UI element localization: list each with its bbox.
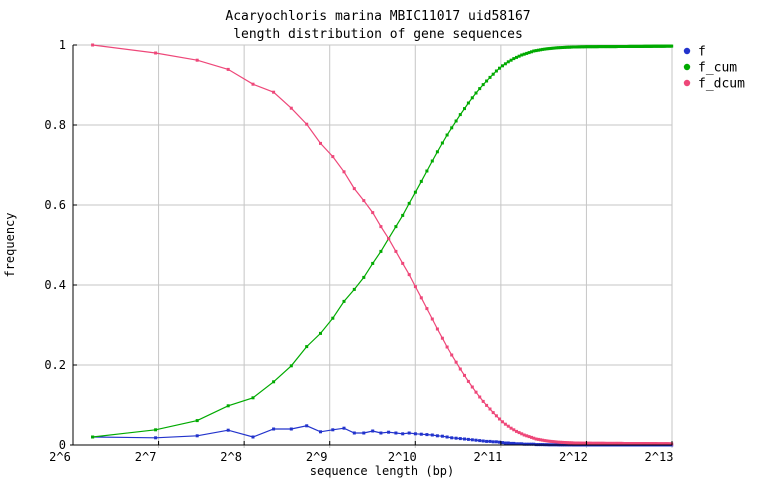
- y-tick-label: 0.2: [44, 358, 66, 372]
- legend: f f_cum f_dcum: [683, 45, 745, 92]
- x-tick-label: 2^10: [388, 450, 417, 464]
- legend-item-f-cum: f_cum: [683, 61, 737, 76]
- x-tick-label: 2^12: [559, 450, 588, 464]
- legend-label-f-cum: f_cum: [698, 61, 737, 76]
- x-axis-title: sequence length (bp): [310, 464, 455, 478]
- chart-title-line1: Acaryochloris marina MBIC11017 uid58167: [225, 9, 530, 24]
- x-tick-label: 2^13: [645, 450, 674, 464]
- y-tick-label: 0.4: [44, 278, 66, 292]
- y-tick-label: 1: [59, 38, 66, 52]
- y-axis-title: frequency: [3, 212, 17, 277]
- legend-label-f-dcum: f_dcum: [698, 77, 745, 92]
- f-marker-icon: [683, 47, 691, 55]
- data-series: [91, 43, 674, 447]
- gridlines: [73, 44, 673, 448]
- y-tick-label: 0.6: [44, 198, 66, 212]
- legend-item-f-dcum: f_dcum: [683, 77, 745, 92]
- x-tick-label: 2^11: [473, 450, 502, 464]
- series-line-f_dcum: [92, 44, 672, 445]
- x-tick-label: 2^8: [220, 450, 242, 464]
- series-line-f_cum: [92, 45, 672, 438]
- series-markers-f_cum: [91, 44, 674, 439]
- y-tick-label: 0: [59, 438, 66, 452]
- f-dcum-marker-icon: [683, 79, 691, 87]
- legend-item-f: f: [683, 45, 706, 60]
- f-cum-marker-icon: [683, 63, 691, 71]
- x-tick-label: 2^9: [306, 450, 328, 464]
- axes: [70, 44, 673, 446]
- y-tick-label: 0.8: [44, 118, 66, 132]
- x-tick-label: 2^7: [135, 450, 157, 464]
- chart-title-line2: length distribution of gene sequences: [233, 27, 523, 42]
- legend-label-f: f: [698, 45, 706, 60]
- x-tick-label: 2^6: [49, 450, 71, 464]
- tick-labels: 2^6 2^7 2^8 2^9 2^10 2^11 2^12 2^13 0 0.2 0.4 0.6 0.…: [44, 38, 673, 464]
- series-markers-f_dcum: [91, 43, 674, 446]
